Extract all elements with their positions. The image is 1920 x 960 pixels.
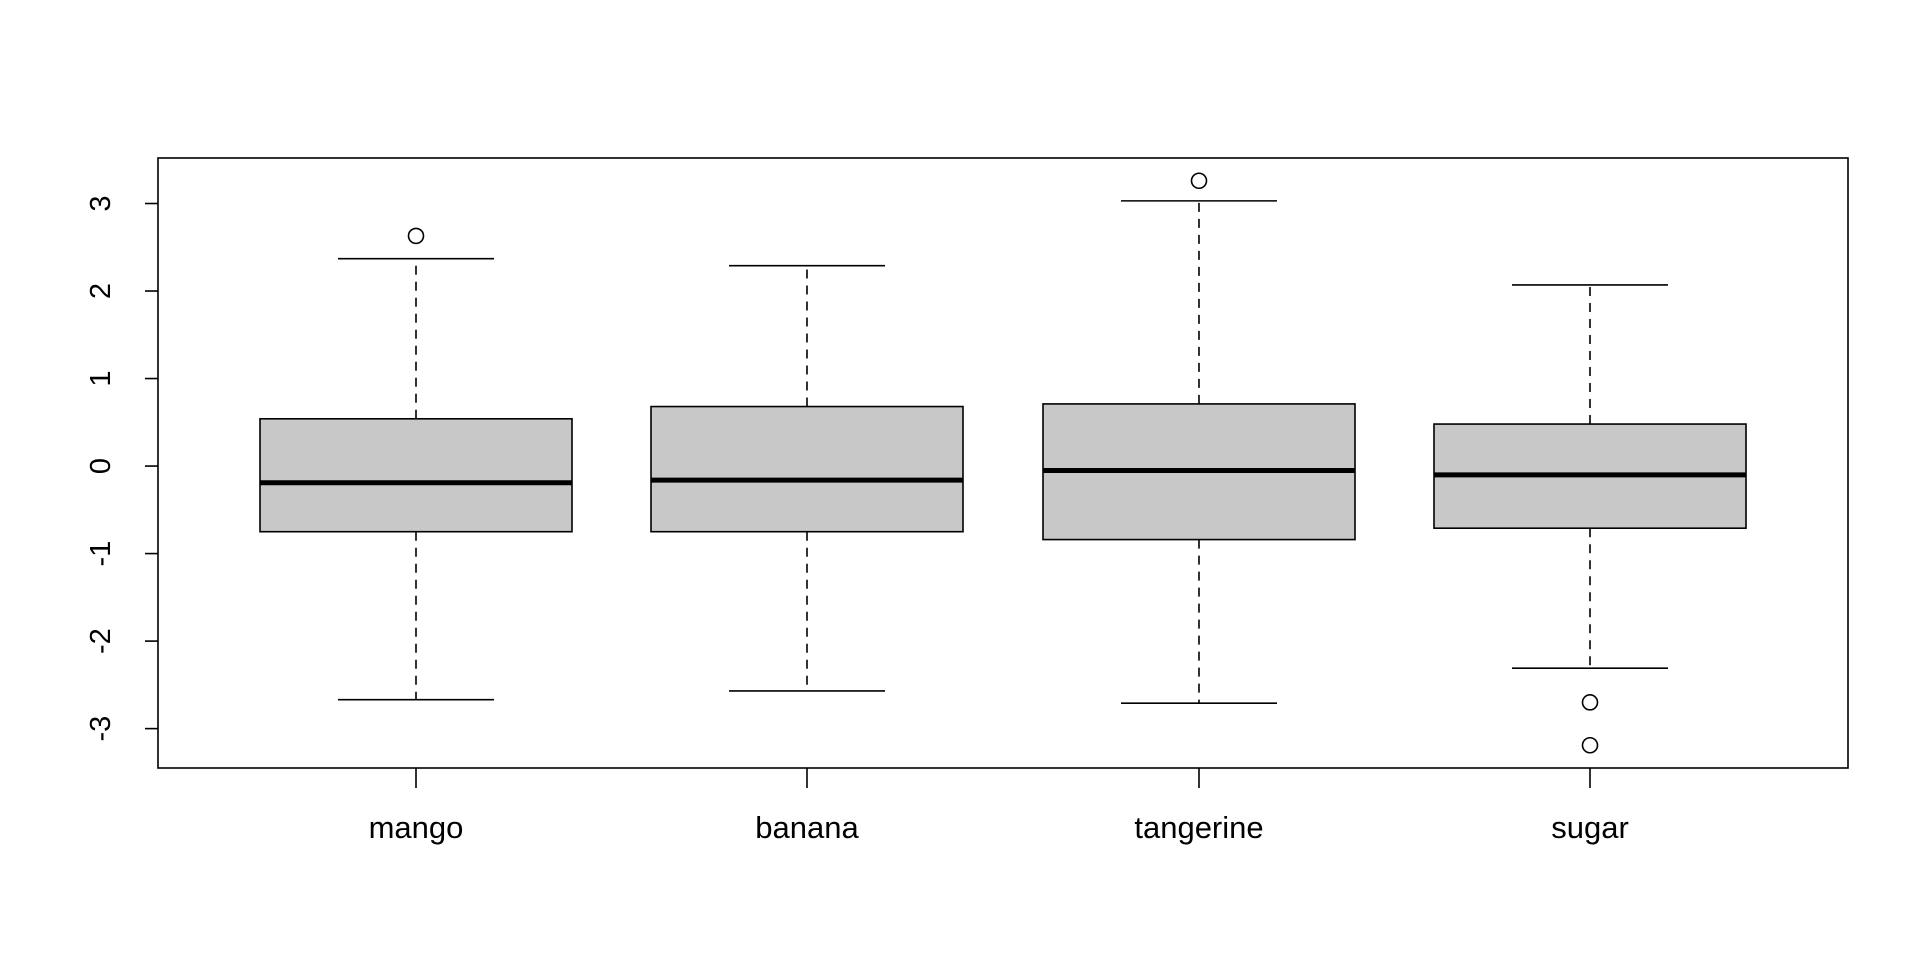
box-group-mango bbox=[259, 227, 573, 701]
x-category-label: tangerine bbox=[1134, 810, 1263, 845]
x-category-label: sugar bbox=[1551, 810, 1629, 845]
y-tick-label: 2 bbox=[85, 283, 117, 299]
plot-frame bbox=[157, 157, 1849, 769]
iqr-box bbox=[650, 405, 964, 533]
y-tick-label: 3 bbox=[85, 195, 117, 211]
y-tick-label: -3 bbox=[85, 716, 117, 742]
box-group-sugar bbox=[1433, 284, 1747, 754]
y-tick-label: 1 bbox=[85, 370, 117, 386]
plot-marks bbox=[259, 172, 1747, 754]
y-tick-label: -2 bbox=[85, 628, 117, 654]
outlier-point bbox=[1581, 736, 1599, 754]
x-category-label: banana bbox=[755, 810, 859, 845]
outlier-point bbox=[1190, 172, 1208, 190]
y-tick-label: 0 bbox=[85, 458, 117, 474]
y-axis: -3 -2 -1 0 1 2 3 bbox=[85, 195, 158, 742]
outlier-point bbox=[407, 227, 425, 245]
outlier-point bbox=[1581, 694, 1599, 711]
box-group-tangerine bbox=[1042, 172, 1356, 705]
iqr-box bbox=[259, 418, 573, 533]
x-category-label: mango bbox=[369, 810, 464, 845]
box-group-banana bbox=[650, 264, 964, 692]
x-axis: mango banana tangerine sugar bbox=[369, 768, 1629, 845]
y-tick-label: -1 bbox=[85, 541, 117, 567]
